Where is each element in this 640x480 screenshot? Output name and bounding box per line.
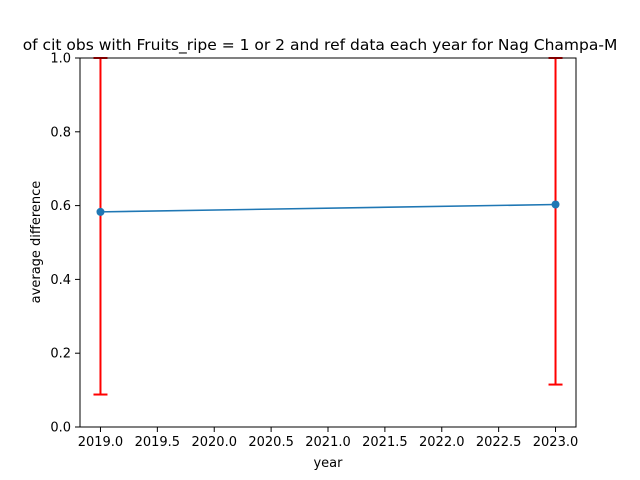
y-axis-ticks: 0.0 0.2 0.4 0.6 0.8 1.0 (50, 52, 80, 436)
plot-background (80, 58, 576, 427)
x-axis-ticks: 2019.0 2019.5 2020.0 2020.5 2021.0 2021.5 2022… (78, 427, 579, 450)
y-axis-label: average difference (29, 181, 44, 304)
x-tick-label: 2020.5 (248, 435, 294, 450)
data-point (96, 207, 105, 216)
x-tick-label: 2022.5 (476, 435, 522, 450)
x-tick-label: 2019.0 (78, 435, 124, 450)
series-points (96, 200, 560, 216)
x-tick-label: 2023.0 (533, 435, 579, 450)
y-tick-label: 0.0 (50, 421, 71, 436)
series-line (100, 203, 556, 213)
x-tick-label: 2022.0 (419, 435, 465, 450)
y-tick-label: 0.8 (50, 125, 71, 140)
x-tick-label: 2020.0 (191, 435, 237, 450)
x-tick-label: 2021.0 (305, 435, 351, 450)
chart-title: of cit obs with Fruits_ripe = 1 or 2 and… (23, 36, 618, 55)
series-line-group (100, 203, 556, 213)
y-tick-label: 0.4 (50, 273, 71, 288)
y-tick-label: 0.6 (50, 199, 71, 214)
y-tick-label: 1.0 (50, 52, 71, 67)
x-axis-label: year (313, 456, 343, 471)
x-tick-label: 2019.5 (135, 435, 181, 450)
x-tick-label: 2021.5 (362, 435, 408, 450)
data-point (551, 200, 560, 209)
y-tick-label: 0.2 (50, 347, 71, 362)
